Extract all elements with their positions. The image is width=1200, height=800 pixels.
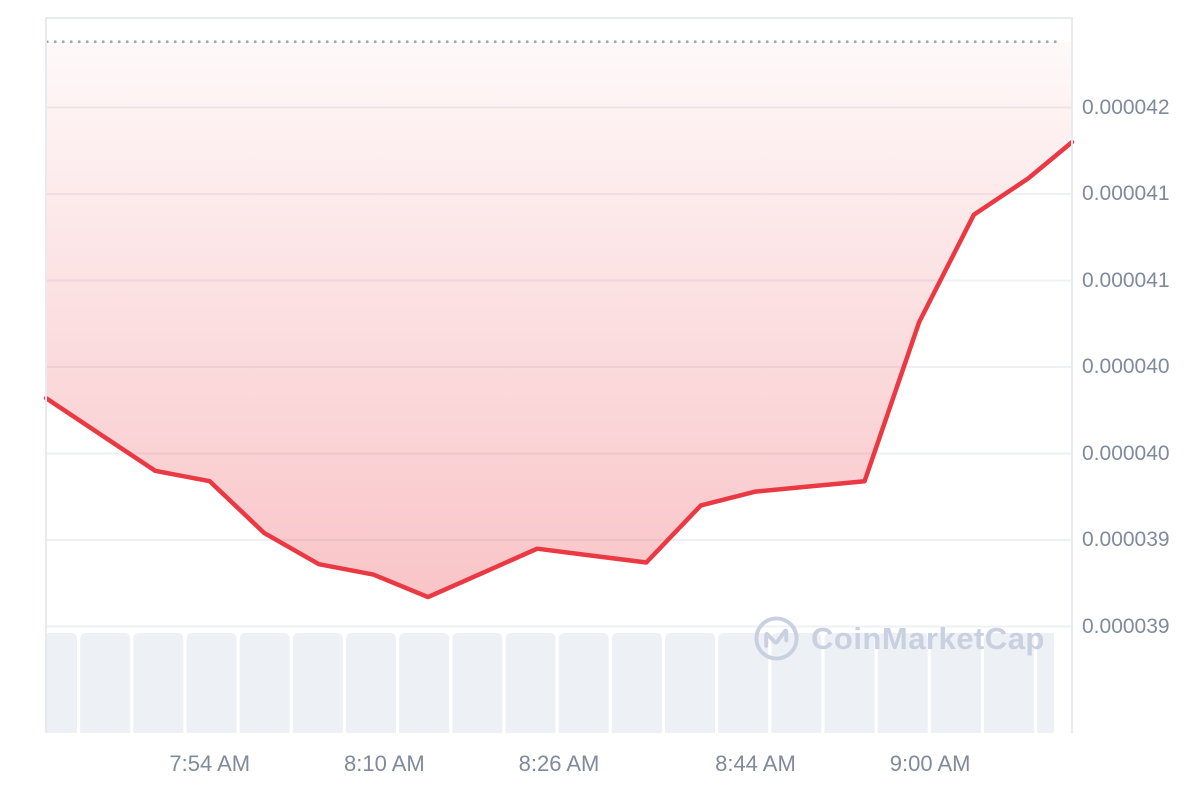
volume-bar (824, 633, 875, 733)
volume-bar (877, 633, 928, 733)
x-axis-label: 8:10 AM (344, 751, 425, 776)
price-line (43, 139, 1075, 600)
x-axis-label: 8:26 AM (518, 751, 600, 776)
y-axis-label: 0.000040 (1082, 441, 1170, 465)
volume-bar (665, 633, 716, 733)
coinmarketcap-watermark: CoinMarketCap (753, 615, 1045, 662)
y-axis-label: 0.000041 (1082, 268, 1170, 292)
volume-bar (452, 633, 503, 733)
volume-bar (292, 633, 343, 733)
coinmarketcap-wordmark: CoinMarketCap (811, 620, 1045, 656)
volume-bar (1037, 633, 1054, 733)
volume-bar (611, 633, 662, 733)
volume-bar (239, 633, 290, 733)
y-axis-label: 0.000042 (1082, 95, 1170, 119)
volume-bar (186, 633, 237, 733)
volume-bar (346, 633, 397, 733)
volume-bar (399, 633, 450, 733)
volume-bar (505, 633, 556, 733)
volume-bar (133, 633, 184, 733)
x-axis-label: 8:44 AM (715, 751, 796, 776)
x-axis-label: 9:00 AM (889, 751, 971, 776)
x-axis-label: 7:54 AM (169, 751, 251, 776)
y-axis-label: 0.000039 (1082, 528, 1170, 551)
volume-bar (80, 633, 131, 733)
price-area-fill (46, 41, 1072, 598)
y-axis-label: 0.000041 (1082, 182, 1170, 205)
coinmarketcap-logo-icon (754, 616, 799, 661)
volume-bar (46, 633, 77, 733)
volume-bar (558, 633, 609, 733)
volume-bar (718, 633, 769, 733)
y-axis-label: 0.000040 (1082, 355, 1170, 378)
volume-bars (46, 633, 1054, 733)
volume-bar (984, 633, 1035, 733)
plot-border (45, 17, 1073, 733)
volume-bar (930, 633, 981, 733)
y-axis-label: 0.000039 (1082, 614, 1170, 638)
